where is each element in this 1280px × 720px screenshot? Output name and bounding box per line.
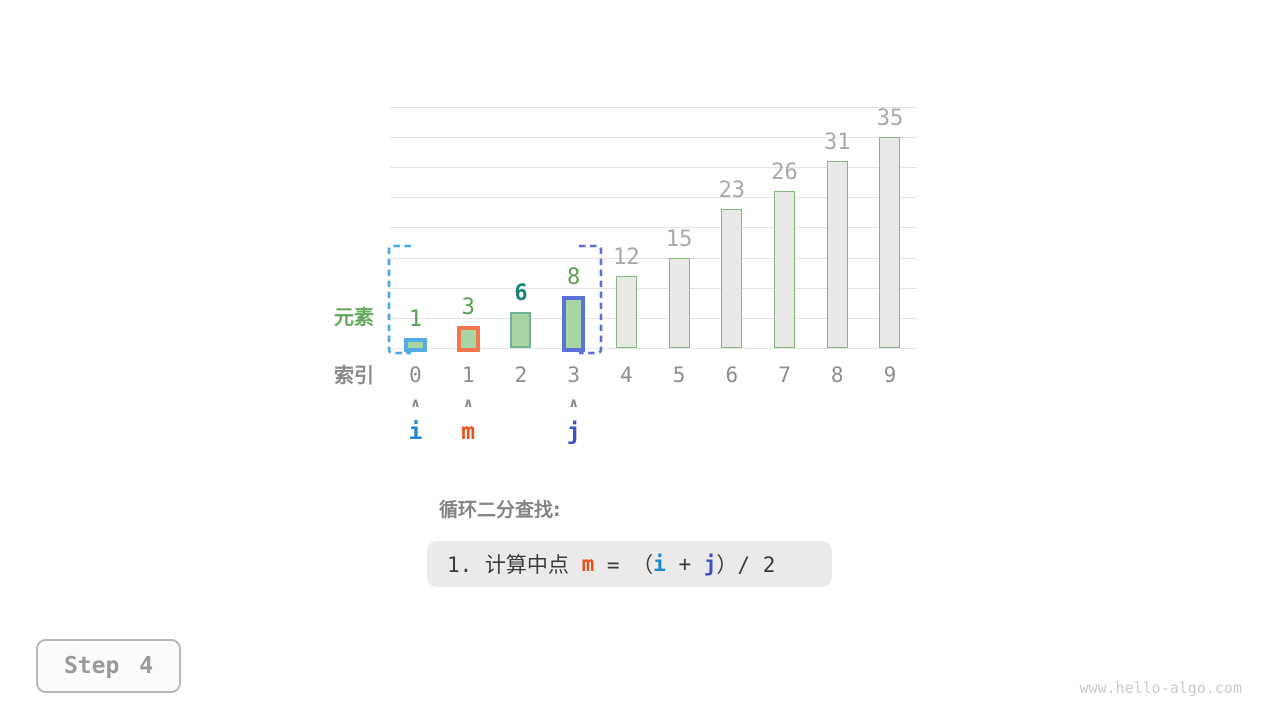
- gridline: [390, 227, 917, 228]
- loop-caption: 循环二分查找:: [439, 499, 561, 521]
- index-label: 7: [778, 363, 791, 387]
- bar: [668, 257, 690, 348]
- gridline: [390, 137, 917, 138]
- index-label: 9: [883, 363, 897, 387]
- formula-var-i: i: [653, 552, 666, 576]
- gridline: [390, 258, 917, 259]
- formula-var-j: j: [703, 552, 717, 576]
- index-label: 1: [461, 363, 475, 387]
- x-axis-baseline: [390, 348, 917, 349]
- step-badge: Step 4: [36, 639, 181, 693]
- pointer-arrow-icon: ∧: [462, 396, 474, 411]
- formula-text: 1. 计算中点: [447, 553, 582, 577]
- bar-value-label: 6: [514, 280, 528, 306]
- bar-value-label: 15: [665, 226, 693, 252]
- bar: [774, 191, 796, 348]
- index-label: 0: [409, 363, 422, 387]
- index-label: 6: [725, 363, 739, 387]
- gridline: [390, 288, 917, 289]
- bar-value-label: 23: [718, 178, 746, 204]
- formula-text: = （: [594, 553, 654, 577]
- bar: [456, 325, 480, 352]
- bar-value-label: 8: [567, 264, 581, 290]
- bar: [879, 136, 901, 348]
- bar-value-label: 1: [408, 306, 423, 332]
- bar: [510, 311, 532, 348]
- bar-value-label: 31: [824, 130, 851, 156]
- pointer-label-m: m: [461, 419, 476, 445]
- bar: [562, 295, 586, 352]
- pointer-label-i: i: [408, 419, 423, 445]
- index-label: 3: [567, 363, 580, 387]
- index-label: 2: [514, 363, 528, 387]
- pointer-arrow-icon: ∧: [568, 396, 579, 411]
- highlight-range-brackets: [387, 244, 603, 355]
- gridline: [390, 107, 917, 108]
- gridline: [390, 318, 917, 319]
- gridline: [390, 167, 917, 168]
- index-label: 8: [830, 363, 844, 387]
- bar: [826, 161, 848, 348]
- index-label: 5: [672, 363, 686, 387]
- bar: [615, 275, 637, 348]
- index-label: 4: [620, 363, 633, 387]
- bar-value-label: 35: [876, 105, 904, 131]
- pointer-arrow-icon: ∧: [410, 396, 421, 411]
- bar-value-label: 26: [771, 160, 798, 186]
- bar-value-label: 12: [613, 244, 640, 270]
- site-watermark: www.hello-algo.com: [1079, 679, 1242, 697]
- formula-text: ）/ 2: [716, 553, 776, 577]
- element-row-label: 元素: [334, 305, 374, 329]
- bar: [721, 209, 743, 348]
- bar-value-label: 3: [461, 294, 475, 320]
- bar: [404, 337, 427, 352]
- formula-var-m: m: [581, 552, 595, 576]
- range-bracket-left-icon: [387, 244, 411, 355]
- index-row-label: 索引: [334, 363, 374, 387]
- range-bracket-right-icon: [579, 244, 603, 355]
- pointer-label-j: j: [566, 419, 581, 445]
- gridline: [390, 197, 917, 198]
- formula-box: 1. 计算中点 m = （i + j ）/ 2: [427, 541, 832, 587]
- formula-text: +: [665, 552, 704, 576]
